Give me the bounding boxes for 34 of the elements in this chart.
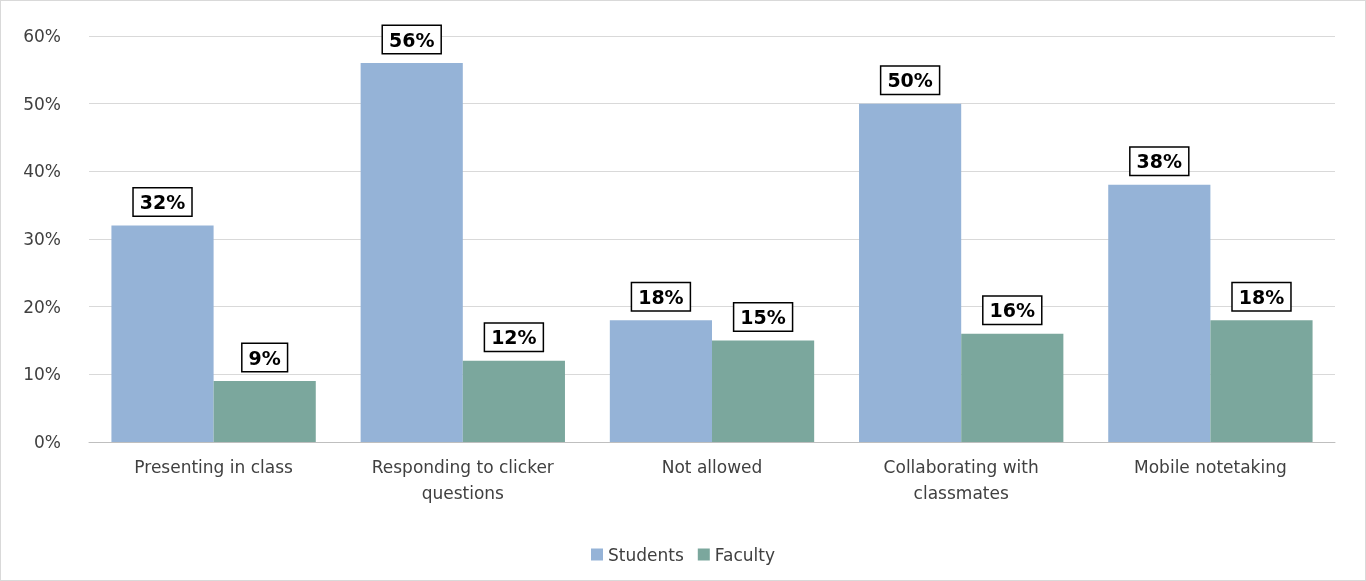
y-tick-label: 0% — [34, 432, 61, 452]
data-label: 18% — [638, 285, 684, 308]
legend-label: Students — [608, 544, 684, 565]
y-tick-label: 50% — [23, 93, 61, 114]
bar — [1108, 184, 1211, 442]
bar — [213, 381, 316, 442]
y-tick-label: 10% — [23, 364, 61, 385]
bar — [462, 360, 565, 442]
x-tick-label: Not allowed — [661, 457, 763, 477]
y-tick-label: 30% — [23, 229, 61, 249]
bar — [360, 63, 463, 442]
bar — [961, 333, 1064, 442]
data-label: 12% — [491, 326, 537, 349]
y-tick-label: 40% — [23, 161, 61, 182]
bar — [1210, 320, 1313, 442]
y-tick-label: 20% — [23, 296, 61, 317]
x-tick-label: Collaborating with classmates — [883, 457, 1039, 503]
y-tick-label: 60% — [23, 26, 61, 46]
bar — [111, 225, 214, 442]
bar — [859, 103, 962, 442]
data-label: 18% — [1238, 285, 1285, 308]
bar — [712, 340, 815, 442]
bar — [609, 320, 712, 442]
x-tick-label: Responding to clicker questions — [371, 457, 554, 503]
data-label: 9% — [248, 346, 281, 369]
data-label: 16% — [989, 299, 1036, 322]
data-label: 56% — [388, 28, 435, 51]
x-tick-label: Presenting in class — [134, 457, 294, 477]
data-label: 38% — [1136, 150, 1183, 173]
data-label: 15% — [740, 306, 786, 328]
x-tick-label: Mobile notetaking — [1134, 457, 1287, 477]
data-label: 50% — [887, 69, 933, 92]
legend-label: Faculty — [714, 544, 775, 565]
data-label: 32% — [139, 190, 186, 213]
